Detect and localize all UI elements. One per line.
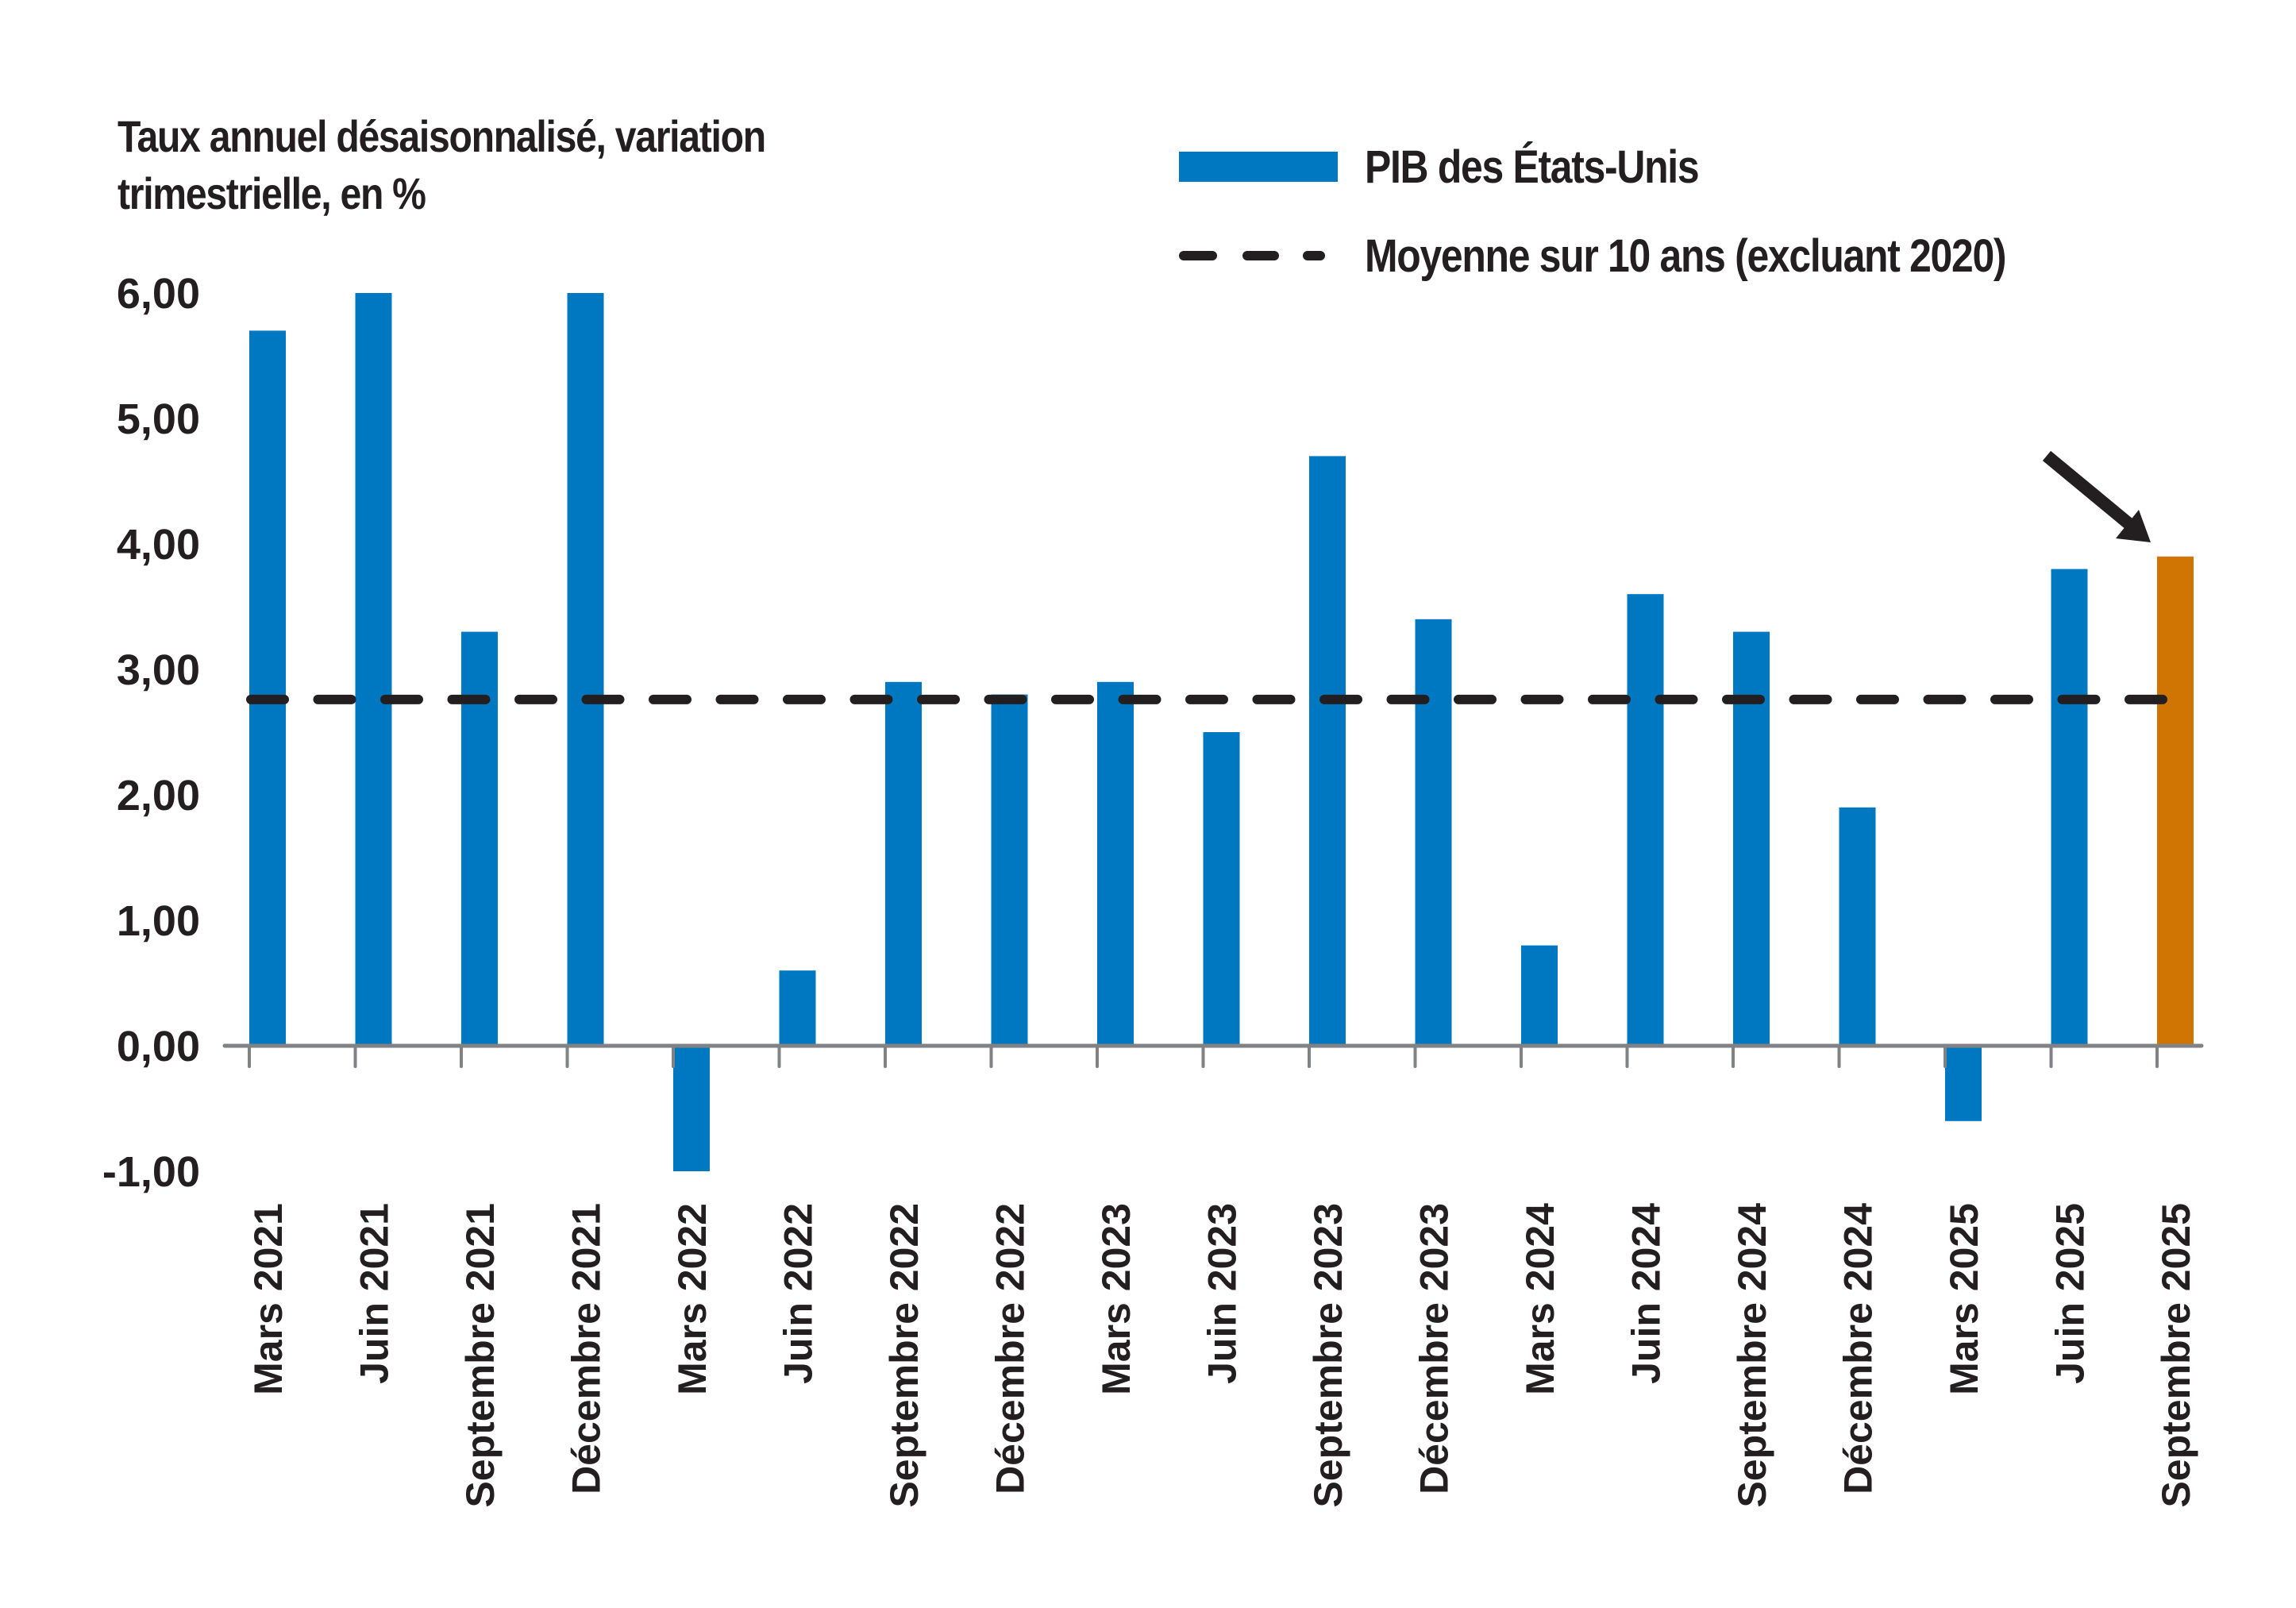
- bar-mars-2022: [673, 1046, 710, 1171]
- bar-septembre-2024: [1733, 631, 1770, 1046]
- x-tick-label: Mars 2025: [1942, 1203, 1986, 1395]
- y-axis-title-line-1: Taux annuel désaisonnalisé, variation: [117, 111, 766, 161]
- bar-septembre-2022: [885, 681, 922, 1046]
- y-tick-label: 3,00: [117, 646, 200, 694]
- bar-mars-2024: [1521, 945, 1558, 1046]
- y-axis-tick-labels: 6,00 5,00 4,00 3,00 2,00 1,00 0,00 -1,00: [102, 270, 200, 1196]
- legend-swatch-bar: [1179, 152, 1338, 182]
- x-tick-label: Juin 2022: [776, 1203, 821, 1384]
- legend: PIB des États-Unis Moyenne sur 10 ans (e…: [1179, 135, 2275, 294]
- legend-item-average: Moyenne sur 10 ans (excluant 2020): [1179, 224, 2110, 287]
- y-axis-title: Taux annuel désaisonnalisé, variation tr…: [117, 108, 766, 222]
- bar-septembre-2021: [461, 631, 498, 1046]
- x-tick-label: Décembre 2023: [1412, 1203, 1457, 1494]
- bars: [249, 293, 2194, 1171]
- legend-swatch-dashed-line: [1179, 251, 1338, 260]
- legend-label-average: Moyenne sur 10 ans (excluant 2020): [1365, 229, 2007, 282]
- x-tick-label: Mars 2024: [1518, 1203, 1562, 1395]
- bar-juin-2025: [2051, 569, 2088, 1046]
- x-tick-label: Juin 2021: [352, 1203, 397, 1384]
- x-tick-label: Septembre 2022: [882, 1203, 926, 1508]
- x-tick-label: Juin 2025: [2048, 1203, 2093, 1384]
- bar-juin-2021: [355, 293, 392, 1046]
- bar-septembre-2023: [1309, 456, 1346, 1046]
- x-tick-label: Mars 2021: [246, 1203, 291, 1395]
- bar-juin-2024: [1627, 594, 1664, 1046]
- arrow-icon: [2042, 450, 2151, 542]
- y-tick-label: 2,00: [117, 772, 200, 819]
- x-tick-label: Septembre 2021: [458, 1203, 503, 1508]
- x-tick-label: Septembre 2025: [2154, 1203, 2198, 1508]
- legend-label-gdp: PIB des États-Unis: [1365, 141, 1700, 193]
- x-tick-label: Mars 2023: [1094, 1203, 1138, 1395]
- x-tick-label: Décembre 2024: [1836, 1203, 1881, 1494]
- bar-décembre-2023: [1415, 619, 1452, 1046]
- y-axis-title-line-2: trimestrielle, en %: [117, 168, 426, 218]
- bar-décembre-2021: [567, 293, 604, 1046]
- y-tick-label: 0,00: [117, 1023, 200, 1070]
- y-tick-label: 1,00: [117, 897, 200, 945]
- bar-décembre-2022: [991, 694, 1028, 1046]
- x-tick-label: Septembre 2023: [1306, 1203, 1350, 1508]
- x-tick-label: Décembre 2021: [564, 1203, 609, 1494]
- bar-décembre-2024: [1839, 807, 1876, 1046]
- bar-septembre-2025: [2157, 556, 2194, 1046]
- y-tick-label: -1,00: [102, 1148, 200, 1196]
- legend-item-gdp: PIB des États-Unis: [1179, 135, 1753, 199]
- x-tick-label: Juin 2023: [1200, 1203, 1245, 1384]
- y-tick-label: 4,00: [117, 521, 200, 569]
- bar-mars-2025: [1945, 1046, 1982, 1121]
- x-tick-label: Septembre 2024: [1730, 1203, 1774, 1508]
- bar-mars-2021: [249, 330, 286, 1046]
- y-tick-label: 6,00: [117, 270, 200, 318]
- x-axis-tick-labels: Mars 2021 Juin 2021 Septembre 2021 Décembre…: [246, 1203, 2198, 1508]
- x-axis-ticks: [248, 1044, 2159, 1068]
- x-tick-label: Juin 2024: [1624, 1203, 1669, 1384]
- y-tick-label: 5,00: [117, 395, 200, 443]
- bar-mars-2023: [1097, 681, 1134, 1046]
- x-tick-label: Mars 2022: [670, 1203, 715, 1395]
- x-tick-label: Décembre 2022: [988, 1203, 1033, 1494]
- bar-juin-2022: [779, 970, 816, 1046]
- bar-juin-2023: [1203, 732, 1240, 1046]
